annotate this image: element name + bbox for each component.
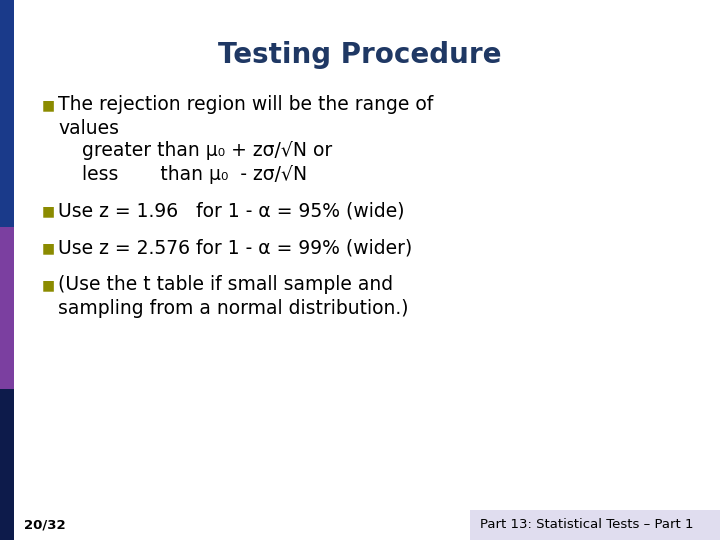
Text: less       than μ₀  - zσ/√N: less than μ₀ - zσ/√N <box>58 165 307 184</box>
Bar <box>0 227 14 389</box>
Text: Use z = 1.96   for 1 - α = 95% (wide): Use z = 1.96 for 1 - α = 95% (wide) <box>58 201 405 220</box>
Text: Testing Procedure: Testing Procedure <box>218 41 502 69</box>
Text: ■: ■ <box>42 204 55 218</box>
Text: sampling from a normal distribution.): sampling from a normal distribution.) <box>58 299 408 318</box>
Bar <box>0 0 14 227</box>
Text: (Use the t table if small sample and: (Use the t table if small sample and <box>58 275 393 294</box>
Text: values: values <box>58 118 119 138</box>
Text: The rejection region will be the range of: The rejection region will be the range o… <box>58 96 433 114</box>
Text: ■: ■ <box>42 241 55 255</box>
Text: ■: ■ <box>42 278 55 292</box>
Text: greater than μ₀ + zσ/√N or: greater than μ₀ + zσ/√N or <box>58 141 332 160</box>
Text: ■: ■ <box>42 98 55 112</box>
Text: Use z = 2.576 for 1 - α = 99% (wider): Use z = 2.576 for 1 - α = 99% (wider) <box>58 239 413 258</box>
Text: 20/32: 20/32 <box>24 518 66 531</box>
Text: Part 13: Statistical Tests – Part 1: Part 13: Statistical Tests – Part 1 <box>480 518 693 531</box>
Bar <box>0 389 14 540</box>
Bar <box>470 510 720 540</box>
